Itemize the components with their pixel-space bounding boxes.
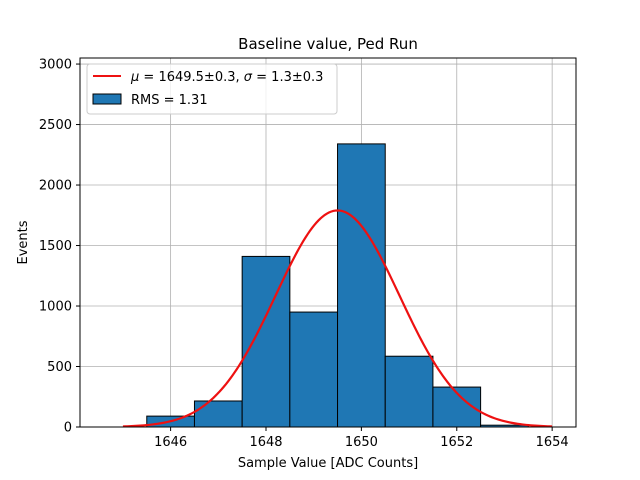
histogram-bar <box>289 311 339 428</box>
y-axis-label: Events <box>16 220 31 264</box>
ticks: 1646 1648 1650 1652 1654 0 500 1000 1500 2000 2500… <box>39 58 569 450</box>
legend: μ = 1649.5±0.3, σ = 1.3±0.3 RMS = 1.31 <box>86 63 338 115</box>
y-tick-label: 2500 <box>39 118 72 133</box>
legend-box <box>86 63 338 115</box>
gaussian-fit <box>122 209 553 428</box>
chart-title: Baseline value, Ped Run <box>238 35 418 53</box>
legend-mu-value: = 1649.5±0.3, <box>139 70 243 85</box>
histogram-bar <box>337 143 386 428</box>
histogram-bar <box>384 355 434 428</box>
y-tick-label: 1000 <box>39 300 72 315</box>
x-tick-label: 1646 <box>154 435 187 450</box>
x-tick-label: 1652 <box>440 435 473 450</box>
legend-histogram-swatch <box>92 93 122 105</box>
x-tick-label: 1648 <box>249 435 282 450</box>
x-tick-label: 1654 <box>536 435 569 450</box>
y-tick-label: 2000 <box>39 179 72 194</box>
histogram-bar <box>193 400 243 428</box>
histogram-bars <box>146 143 529 428</box>
y-tick-label: 3000 <box>39 58 72 73</box>
x-tick-label: 1650 <box>345 435 378 450</box>
x-axis-label: Sample Value [ADC Counts] <box>238 456 418 471</box>
legend-sigma-symbol: σ <box>244 70 253 85</box>
legend-sigma-value: = 1.3±0.3 <box>252 70 323 85</box>
legend-histogram-label: RMS = 1.31 <box>131 93 208 108</box>
fit-curve <box>122 209 553 428</box>
legend-fit-label: μ = 1649.5±0.3, σ = 1.3±0.3 <box>130 70 323 85</box>
axes-frame <box>79 57 577 428</box>
y-tick-label: 1500 <box>39 239 72 254</box>
y-tick-label: 0 <box>64 421 72 436</box>
y-tick-label: 500 <box>47 360 72 375</box>
legend-mu-symbol: μ <box>130 70 139 85</box>
